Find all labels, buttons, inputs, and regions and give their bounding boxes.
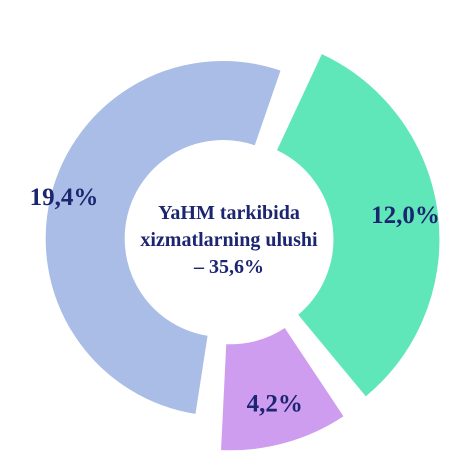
- donut-segment: [44, 60, 282, 416]
- value-label: 12,0%: [371, 202, 440, 229]
- center-text: YaHM tarkibida xizmatlarning ulushi – 35…: [140, 201, 318, 278]
- donut-segment: [219, 326, 345, 452]
- value-label: 19,4%: [30, 184, 99, 211]
- value-label: 4,2%: [247, 391, 303, 418]
- donut-segment: [275, 52, 441, 398]
